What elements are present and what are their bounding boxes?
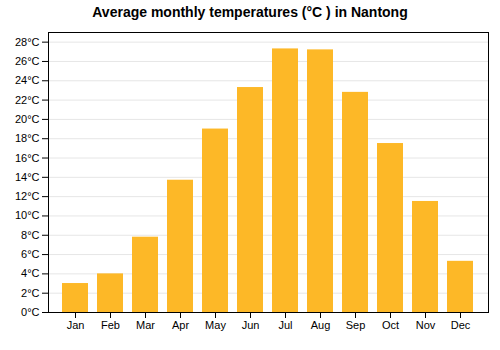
svg-text:20°C: 20°C	[15, 113, 40, 125]
svg-text:12°C: 12°C	[15, 190, 40, 202]
svg-text:Sep: Sep	[346, 319, 366, 331]
svg-text:18°C: 18°C	[15, 132, 40, 144]
svg-text:14°C: 14°C	[15, 171, 40, 183]
svg-text:Oct: Oct	[382, 319, 399, 331]
html-text:Average monthly temperatures (: Average monthly temperatures (°C ) in Na…	[92, 4, 408, 20]
svg-text:26°C: 26°C	[15, 55, 40, 67]
svg-text:Jul: Jul	[278, 319, 292, 331]
svg-text:Jan: Jan	[67, 319, 85, 331]
svg-text:10°C: 10°C	[15, 209, 40, 221]
svg-text:Aug: Aug	[311, 319, 331, 331]
svg-text:4°C: 4°C	[21, 267, 40, 279]
svg-text:Mar: Mar	[136, 319, 155, 331]
svg-text:16°C: 16°C	[15, 152, 40, 164]
svg-text:Nov: Nov	[416, 319, 436, 331]
svg-text:8°C: 8°C	[21, 229, 40, 241]
svg-text:22°C: 22°C	[15, 94, 40, 106]
svg-text:Apr: Apr	[172, 319, 189, 331]
svg-text:2°C: 2°C	[21, 287, 40, 299]
svg-text:Dec: Dec	[451, 319, 471, 331]
svg-text:6°C: 6°C	[21, 248, 40, 260]
svg-text:24°C: 24°C	[15, 74, 40, 86]
svg-text:Jun: Jun	[242, 319, 260, 331]
svg-text:Feb: Feb	[101, 319, 120, 331]
svg-text:May: May	[205, 319, 226, 331]
svg-text:28°C: 28°C	[15, 36, 40, 48]
svg-text:0°C: 0°C	[21, 306, 40, 318]
